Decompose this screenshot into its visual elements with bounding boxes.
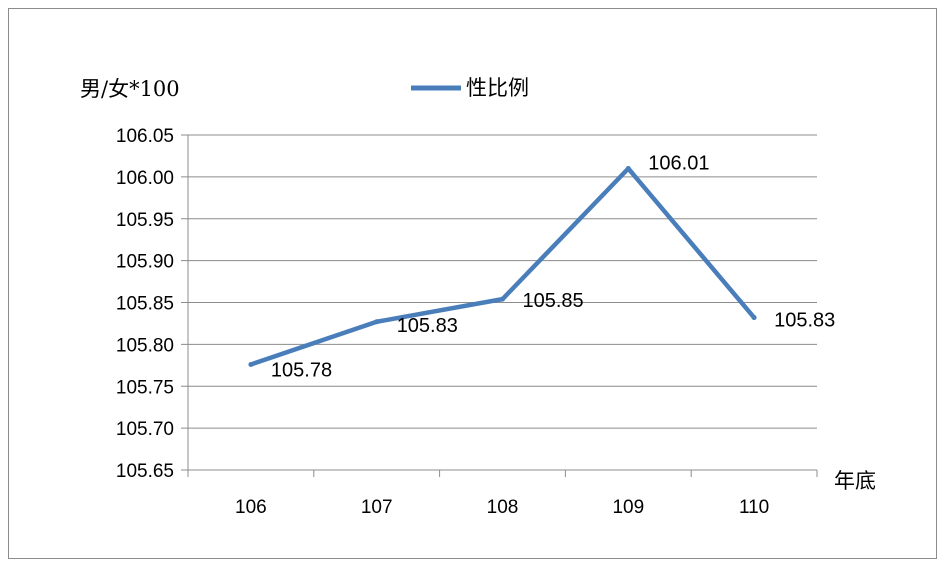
x-tick-label: 106 [235,497,267,518]
data-label: 105.85 [523,290,584,312]
y-tick-label: 105.65 [116,461,174,482]
y-axis-label: 男/女*100 [80,77,180,101]
y-tick-label: 106.00 [116,168,174,189]
y-tick-label: 105.75 [116,377,174,398]
data-point [751,315,757,321]
legend-label: 性比例 [466,76,529,100]
gridlines [181,134,817,471]
x-tick-label: 107 [361,497,393,518]
data-label: 106.01 [648,153,709,175]
y-tick-label: 105.85 [116,294,174,315]
data-point [248,361,254,367]
data-point [374,319,380,325]
y-tick-labels: 105.65 105.70 105.75 105.80 105.85 105.90 105.… [116,126,174,482]
data-point [500,296,505,302]
x-tick-label: 110 [739,497,769,518]
x-tick-labels: 106 107 108 109 110 [235,497,769,518]
data-labels: 105.78 105.83 105.85 106.01 105.83 [271,153,835,382]
series [248,166,757,367]
data-label: 105.83 [774,310,835,332]
y-tick-label: 105.90 [116,252,174,273]
series-line-sex-ratio [250,166,756,367]
data-label: 105.83 [397,315,458,337]
x-tick-label: 108 [487,497,519,518]
y-tick-label: 105.95 [116,210,174,231]
y-tick-label: 106.05 [116,126,174,147]
y-tick-label: 105.70 [116,419,174,440]
data-label: 105.78 [271,359,332,381]
chart-frame [8,8,937,559]
axes [187,135,818,477]
y-tick-label: 105.80 [116,335,174,356]
x-axis-label: 年底 [834,469,876,493]
legend: 性比例 [411,76,529,100]
data-point [625,166,631,171]
x-tick-label: 109 [612,497,644,518]
